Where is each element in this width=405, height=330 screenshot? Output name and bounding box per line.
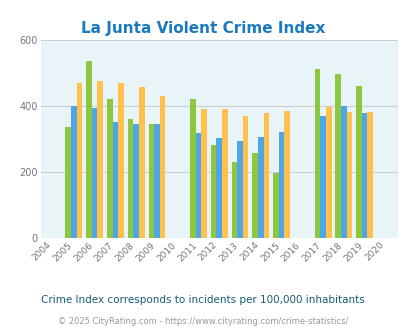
Bar xyxy=(139,87,144,238)
Bar xyxy=(148,124,154,238)
Bar xyxy=(355,86,361,238)
Bar xyxy=(65,127,71,238)
Bar xyxy=(257,137,263,238)
Bar xyxy=(154,124,159,238)
Bar xyxy=(112,122,118,238)
Bar xyxy=(346,112,352,238)
Bar xyxy=(361,113,367,238)
Bar xyxy=(133,124,139,238)
Bar xyxy=(92,108,97,238)
Bar xyxy=(128,119,133,238)
Bar xyxy=(278,132,284,238)
Bar xyxy=(71,106,77,238)
Bar xyxy=(118,83,124,238)
Bar xyxy=(231,162,237,238)
Bar xyxy=(190,99,195,238)
Bar xyxy=(86,61,92,238)
Bar xyxy=(367,112,372,238)
Bar xyxy=(263,113,269,238)
Bar xyxy=(325,107,331,238)
Bar xyxy=(195,133,201,238)
Bar xyxy=(273,173,278,238)
Bar xyxy=(320,116,325,238)
Bar xyxy=(340,106,346,238)
Bar xyxy=(284,111,289,238)
Bar xyxy=(216,138,222,238)
Bar xyxy=(252,153,257,238)
Bar xyxy=(314,69,320,238)
Bar xyxy=(242,116,248,238)
Bar xyxy=(77,82,82,238)
Bar xyxy=(210,145,216,238)
Text: Crime Index corresponds to incidents per 100,000 inhabitants: Crime Index corresponds to incidents per… xyxy=(41,295,364,305)
Text: La Junta Violent Crime Index: La Junta Violent Crime Index xyxy=(81,21,324,36)
Text: © 2025 CityRating.com - https://www.cityrating.com/crime-statistics/: © 2025 CityRating.com - https://www.city… xyxy=(58,317,347,326)
Bar xyxy=(97,81,103,238)
Bar xyxy=(335,74,340,238)
Bar xyxy=(201,109,207,238)
Bar xyxy=(222,109,227,238)
Bar xyxy=(107,99,112,238)
Bar xyxy=(159,96,165,238)
Bar xyxy=(237,141,242,238)
